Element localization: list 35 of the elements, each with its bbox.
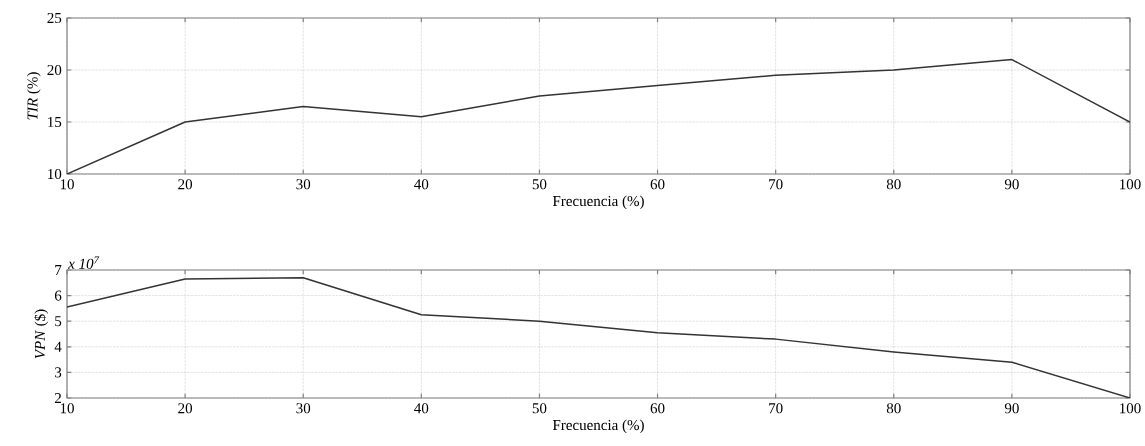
- x-tick-label: 60: [650, 179, 665, 190]
- y-tick-label: 25: [47, 12, 62, 24]
- x-tick-label: 40: [414, 403, 429, 414]
- y-tick-label: 3: [55, 367, 62, 378]
- y-tick-label: 6: [54, 290, 62, 301]
- y-axis-title: VPN ($): [34, 309, 49, 359]
- x-tick-label: 50: [532, 403, 547, 414]
- y-tick-label: 15: [48, 116, 62, 128]
- x-tick-label: 70: [769, 179, 783, 190]
- x-tick-label: 90: [1004, 403, 1019, 414]
- text: x 10$^{7}$: [68, 256, 100, 269]
- line-series: [67, 58, 1130, 174]
- x-tick-label: 20: [178, 403, 193, 414]
- y-axis-title: TIR (%): [27, 72, 41, 120]
- x-tick-label: 40: [414, 179, 429, 190]
- y-tick-label: 10: [48, 168, 62, 180]
- x-tick-label: 20: [178, 179, 193, 190]
- y-tick-label: 4: [54, 341, 62, 352]
- y-tick-label: 20: [47, 64, 62, 76]
- x-tick-label: 70: [769, 403, 783, 414]
- x-axis-title: Frecuencia (%): [552, 195, 644, 210]
- x-tick-label: 100: [1120, 403, 1141, 414]
- x-tick-label: 80: [886, 403, 901, 414]
- y-tick-label: 7: [55, 265, 62, 275]
- x-tick-label: 60: [650, 403, 665, 414]
- x-tick-label: 80: [886, 179, 901, 190]
- y-tick-label: 2: [54, 393, 61, 403]
- x-tick-label: 50: [532, 179, 547, 190]
- x-tick-label: 30: [296, 179, 311, 190]
- x-tick-label: 30: [296, 403, 311, 414]
- x-axis-title: Frecuencia (%): [552, 419, 644, 434]
- y-tick-label: 5: [55, 316, 62, 327]
- x-tick-label: 100: [1120, 179, 1141, 190]
- x-tick-label: 90: [1004, 179, 1019, 190]
- line-series: [67, 276, 1130, 398]
